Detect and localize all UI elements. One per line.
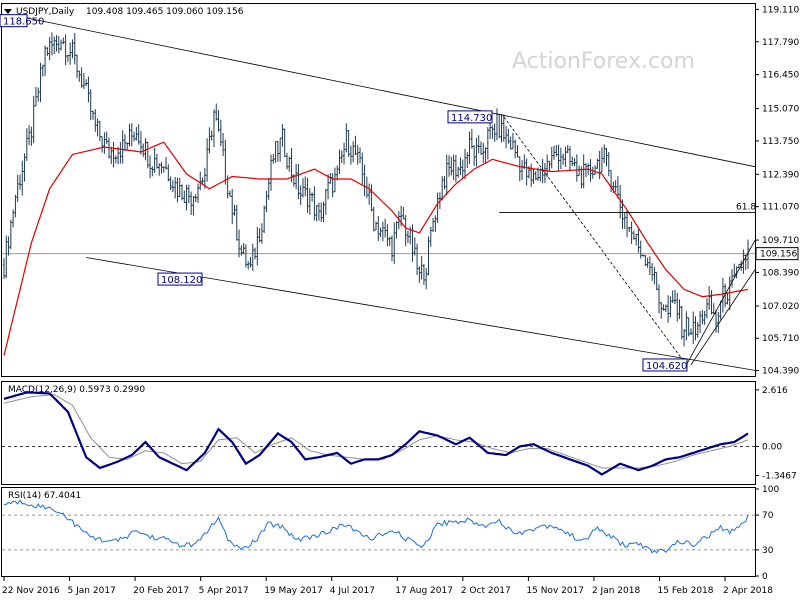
ohlc-label: 109.408 109.465 109.060 109.156 <box>86 7 244 17</box>
x-tick-label: 2 Jan 2018 <box>592 586 640 596</box>
last-price-tag: 109.156 <box>760 250 797 260</box>
price-y-tick-label: 111.070 <box>762 203 799 213</box>
price-y-tick-label: 109.710 <box>762 236 799 246</box>
x-tick-label: 19 May 2017 <box>264 586 323 596</box>
x-tick-label: 2 Apr 2018 <box>723 586 773 596</box>
last-price-tag-box <box>755 247 799 261</box>
macd-panel-frame <box>1 381 756 485</box>
rsi-y-tick-label: 0 <box>762 572 768 582</box>
price-y-tick-label: 116.450 <box>762 71 799 81</box>
moving-average <box>3 141 749 356</box>
x-tick-label: 4 Jul 2017 <box>330 586 375 596</box>
macd-y-tick-label: -1.3467 <box>762 472 797 482</box>
x-tick-label: 5 Jan 2017 <box>68 586 116 596</box>
x-tick-label: 15 Nov 2017 <box>526 586 584 596</box>
header: USDJPY,Daily 109.408 109.465 109.060 109… <box>4 7 244 501</box>
upper-channel-line <box>22 16 756 168</box>
x-tick-label: 22 Nov 2016 <box>2 586 60 596</box>
annotation-high-118650-box <box>0 14 28 28</box>
x-tick-label: 2 Oct 2017 <box>461 586 511 596</box>
x-tick-label: 17 Aug 2017 <box>395 586 453 596</box>
annotation-low-108120: 108.120 <box>161 275 202 286</box>
rsi-y-tick-label: 70 <box>762 511 774 521</box>
annotation-low-104620-box <box>642 358 688 372</box>
annotation-high-118650: 118.650 <box>3 17 44 28</box>
x-tick-label: 5 Apr 2017 <box>199 586 249 596</box>
price-y-tick-label: 112.390 <box>762 170 799 180</box>
rising-channel-lower-line <box>690 269 756 366</box>
fib-level-label: 61.8 <box>736 203 756 213</box>
macd-y-tick-label: 0.00 <box>762 442 782 452</box>
price-annotations: 118.650 114.730 108.120 104.620 61.8 <box>0 14 756 372</box>
annotation-high-114730-box <box>447 110 493 124</box>
collapse-triangle-icon[interactable] <box>4 9 12 14</box>
price-y-tick-label: 104.390 <box>762 367 799 377</box>
price-y-tick-label: 108.390 <box>762 268 799 278</box>
price-y-tick-label: 107.020 <box>762 302 799 312</box>
rsi-y-axis: 100 70 30 0 <box>755 485 779 582</box>
price-y-tick-label: 115.070 <box>762 105 799 115</box>
price-y-tick-label: 113.750 <box>762 137 799 147</box>
annotation-high-114730: 114.730 <box>451 113 492 124</box>
rsi-panel <box>2 499 755 554</box>
macd-main-line <box>3 391 749 476</box>
macd-panel <box>2 391 755 476</box>
price-panel-frame <box>1 3 756 377</box>
annotation-low-108120-box <box>157 272 203 286</box>
price-y-tick-label: 117.790 <box>762 38 799 48</box>
x-tick-label: 15 Feb 2018 <box>658 586 714 596</box>
price-y-tick-label: 119.110 <box>762 5 799 15</box>
rsi-y-tick-label: 30 <box>762 546 774 556</box>
decline-dashed-line <box>503 116 687 366</box>
price-y-axis: 119.110 117.790 116.450 115.070 113.750 112.3… <box>755 5 799 377</box>
moving-average-line <box>3 141 749 356</box>
watermark: ActionForex.com <box>512 49 695 74</box>
macd-y-tick-label: 2.616 <box>762 386 788 396</box>
rsi-line <box>4 499 749 554</box>
rising-channel-upper-line <box>686 240 756 366</box>
annotation-low-104620: 104.620 <box>646 361 687 372</box>
date-x-axis: 22 Nov 2016 5 Jan 2017 20 Feb 2017 5 Apr 20… <box>2 577 773 596</box>
macd-y-axis: 2.616 0.00 -1.3467 <box>755 386 797 482</box>
price-bars <box>2 32 750 347</box>
symbol-label: USDJPY,Daily <box>16 7 75 17</box>
rsi-y-tick-label: 100 <box>762 485 779 495</box>
price-y-tick-label: 105.710 <box>762 334 799 344</box>
rsi-label: RSI(14) 67.4041 <box>8 491 81 501</box>
panel-frames <box>1 3 756 577</box>
rsi-panel-frame <box>1 487 756 577</box>
x-tick-label: 20 Feb 2017 <box>133 586 189 596</box>
macd-label: MACD(12,26,9) 0.5973 0.2990 <box>8 385 145 395</box>
